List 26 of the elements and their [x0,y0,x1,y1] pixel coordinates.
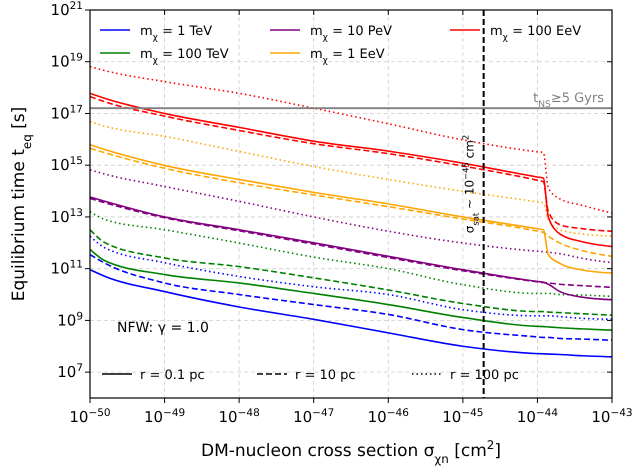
ref-line-label: t$_{NS}$≥5 Gyrs [533,91,604,110]
y-tick-label: 10$^{9}$ [57,310,83,330]
x-tick-label: 10$^{−50}$ [69,407,111,426]
x-tick-label: 10$^{−48}$ [218,407,260,426]
annotation: r = 10 pc [295,368,356,383]
legend-label: m$_{χ}$ = 10 PeV [310,24,392,43]
x-tick-label: 10$^{−47}$ [293,407,334,426]
x-tick-label: 10$^{−46}$ [368,407,410,426]
x-tick-label: 10$^{−44}$ [516,407,558,426]
y-tick-label: 10$^{11}$ [50,258,83,278]
legend-label: m$_{χ}$ = 1 EeV [310,47,385,66]
x-tick-label: 10$^{−49}$ [144,407,186,426]
legend-label: m$_{χ}$ = 1 TeV [140,24,212,43]
y-tick-label: 10$^{21}$ [50,0,83,19]
legend-label: m$_{χ}$ = 100 EeV [490,24,582,43]
x-tick-label: 10$^{−43}$ [591,407,633,426]
y-tick-label: 10$^{17}$ [50,103,83,122]
y-tick-label: 10$^{19}$ [50,52,83,71]
y-tick-label: 10$^{13}$ [50,206,83,226]
x-tick-label: 10$^{−45}$ [442,407,484,426]
y-tick-label: 10$^{7}$ [57,362,83,382]
legend-label: m$_{χ}$ = 100 TeV [140,47,229,66]
annotation: NFW: γ = 1.0 [117,320,209,336]
annotation: r = 0.1 pc [140,368,205,383]
y-tick-label: 10$^{15}$ [50,155,83,174]
x-axis-title: DM-nucleon cross section σ$_{χn}$ [cm$^{2}$] [200,438,502,466]
